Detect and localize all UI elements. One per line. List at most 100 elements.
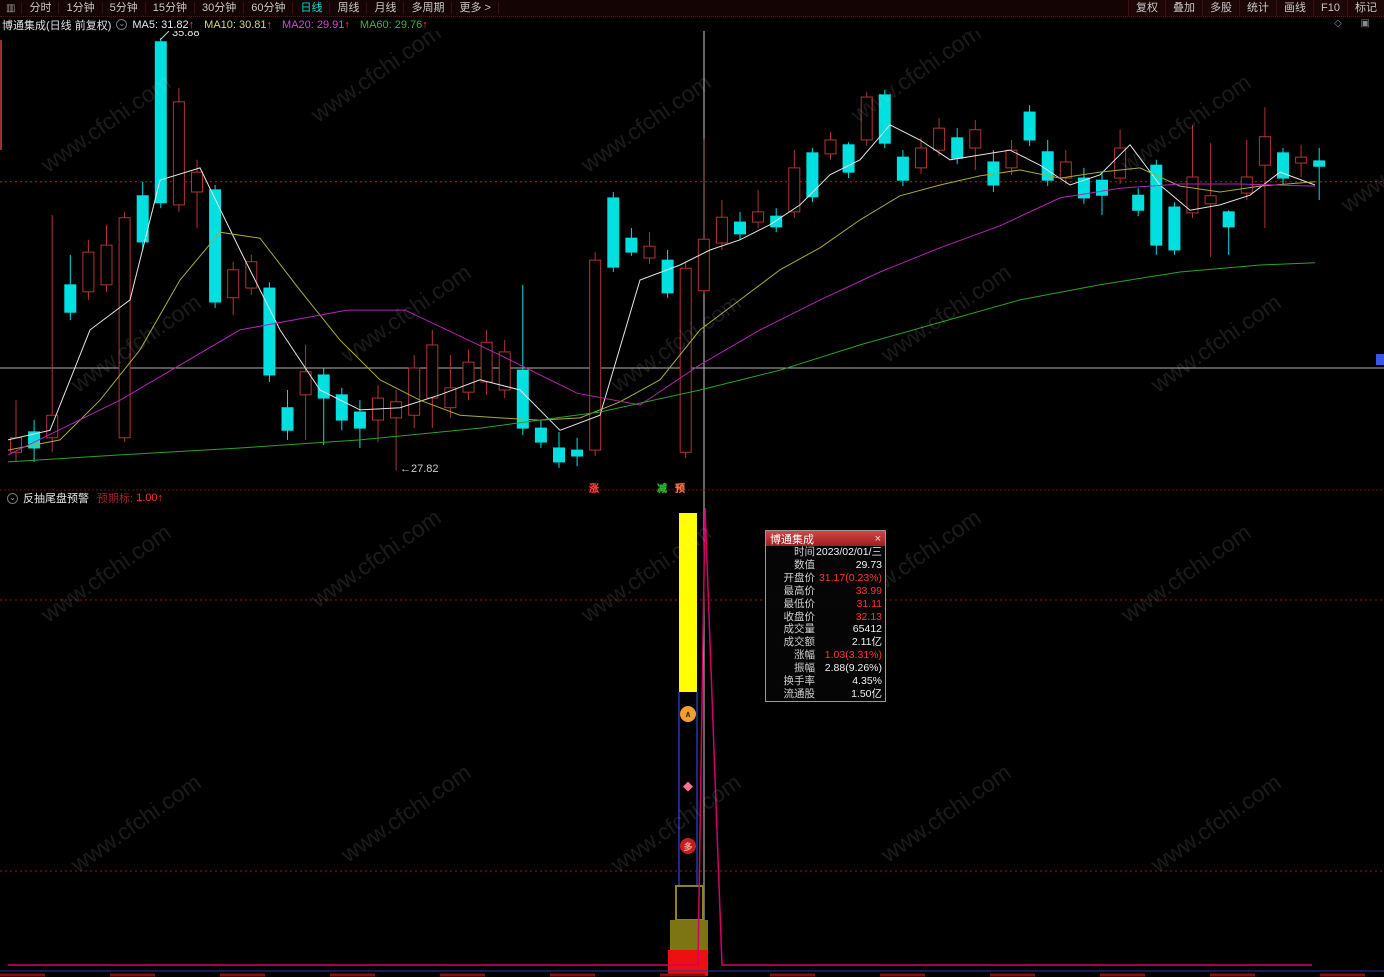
- candle-body[interactable]: [752, 211, 765, 223]
- quote-row-时间: 时间 2023/02/01/三: [766, 546, 885, 559]
- candle-body[interactable]: [516, 369, 529, 429]
- candle-body[interactable]: [1077, 177, 1090, 199]
- menu-item-60分钟[interactable]: 60分钟: [244, 2, 294, 14]
- menu-item-复权[interactable]: 复权: [1128, 0, 1166, 16]
- candle-body[interactable]: [860, 96, 873, 141]
- candle-body[interactable]: [118, 217, 131, 439]
- candle-body[interactable]: [806, 152, 819, 198]
- menu-item-多股[interactable]: 多股: [1202, 0, 1240, 16]
- candle-body[interactable]: [1150, 164, 1163, 246]
- ma-values: MA5: 31.82↑ MA10: 30.81↑ MA20: 29.91↑ MA60:…: [132, 19, 437, 31]
- menu-item-分时[interactable]: 分时: [22, 2, 60, 14]
- candle-body[interactable]: [191, 171, 203, 193]
- candle-body[interactable]: [589, 259, 602, 451]
- menu-item-标记[interactable]: 标记: [1347, 0, 1384, 16]
- candle-body[interactable]: [462, 361, 475, 393]
- window-icon[interactable]: ▥: [0, 2, 23, 14]
- candle-body[interactable]: [571, 449, 584, 457]
- candle-body[interactable]: [1186, 176, 1199, 214]
- collapse-icon[interactable]: ⌄: [116, 19, 128, 30]
- candle-body[interactable]: [299, 371, 312, 396]
- candle-body[interactable]: [1295, 156, 1308, 164]
- quote-popup-header[interactable]: 博通集成 ×: [766, 531, 885, 546]
- candle-body[interactable]: [969, 129, 982, 149]
- candle-body[interactable]: [553, 447, 565, 463]
- candle-body[interactable]: [842, 144, 855, 173]
- candle-body[interactable]: [896, 156, 909, 181]
- candle-body[interactable]: [317, 374, 330, 399]
- candle-body[interactable]: [263, 287, 276, 376]
- candle-body[interactable]: [1041, 151, 1054, 181]
- candle-body[interactable]: [1204, 195, 1217, 205]
- candle-body[interactable]: [335, 394, 348, 421]
- candle-body[interactable]: [878, 94, 891, 144]
- candle-body[interactable]: [715, 216, 728, 244]
- quote-popup[interactable]: 博通集成 × 时间 2023/02/01/三 数值 29.73 开盘价 31.17(0.2…: [765, 530, 886, 702]
- candle-body[interactable]: [1168, 206, 1181, 251]
- candle-body[interactable]: [1277, 152, 1289, 179]
- candle-body[interactable]: [661, 259, 674, 294]
- menu-item-多周期[interactable]: 多周期: [404, 2, 453, 14]
- candle-body[interactable]: [679, 267, 692, 453]
- candle-body[interactable]: [1005, 149, 1018, 169]
- candle-body[interactable]: [1023, 111, 1036, 141]
- candle-body[interactable]: [172, 101, 185, 206]
- menu-item-周线[interactable]: 周线: [330, 2, 368, 14]
- menu-item-30分钟[interactable]: 30分钟: [194, 2, 245, 14]
- candle-body[interactable]: [281, 407, 294, 431]
- quote-row-成交额: 成交额 2.11亿: [766, 636, 885, 649]
- menu-item-15分钟[interactable]: 15分钟: [145, 2, 195, 14]
- candle-body[interactable]: [64, 284, 77, 313]
- candle-body[interactable]: [643, 245, 656, 259]
- candle-body[interactable]: [1114, 147, 1127, 179]
- candle-body[interactable]: [788, 167, 801, 213]
- candle-body[interactable]: [10, 437, 22, 453]
- candle-body[interactable]: [100, 244, 113, 286]
- candle-body[interactable]: [498, 351, 511, 391]
- candle-body[interactable]: [1096, 179, 1108, 196]
- collapse-icon[interactable]: ⌄: [7, 492, 18, 504]
- candle-body[interactable]: [824, 139, 837, 155]
- candle-body[interactable]: [227, 269, 240, 299]
- candle-body[interactable]: [697, 238, 710, 292]
- candle-body[interactable]: [390, 401, 403, 419]
- candle-body[interactable]: [46, 414, 59, 439]
- candle-body[interactable]: [82, 251, 95, 293]
- candle-body[interactable]: [426, 344, 439, 399]
- candle-body[interactable]: [534, 427, 547, 443]
- menu-item-日线[interactable]: 日线: [293, 2, 331, 14]
- menu-item-叠加[interactable]: 叠加: [1165, 0, 1203, 16]
- candle-body[interactable]: [1222, 211, 1235, 228]
- candle-body[interactable]: [136, 195, 149, 243]
- candle-body[interactable]: [444, 387, 457, 409]
- menu-item-更多 >[interactable]: 更多 >: [452, 2, 499, 14]
- candle-body[interactable]: [1132, 194, 1145, 211]
- candle-body[interactable]: [353, 411, 366, 429]
- candle-body[interactable]: [1258, 136, 1271, 166]
- candle-body[interactable]: [1313, 160, 1326, 167]
- candle-body[interactable]: [154, 41, 167, 204]
- candle-body[interactable]: [915, 147, 927, 169]
- menu-item-统计[interactable]: 统计: [1239, 0, 1277, 16]
- candle-body[interactable]: [209, 189, 222, 303]
- candle-body[interactable]: [625, 237, 638, 253]
- menu-item-月线[interactable]: 月线: [367, 2, 405, 14]
- quote-label: 开盘价: [783, 571, 816, 584]
- candle-body[interactable]: [245, 261, 258, 289]
- menu-item-1分钟[interactable]: 1分钟: [59, 2, 103, 14]
- candle-body[interactable]: [1059, 161, 1072, 179]
- candle-body[interactable]: [770, 215, 783, 228]
- candle-body[interactable]: [933, 127, 946, 151]
- close-icon[interactable]: ×: [874, 532, 881, 545]
- menu-item-F10[interactable]: F10: [1313, 0, 1347, 16]
- menu-item-画线[interactable]: 画线: [1276, 0, 1314, 16]
- candle-body[interactable]: [1240, 176, 1253, 194]
- candle-body[interactable]: [734, 221, 746, 235]
- stock-title: 博通集成(日线 前复权): [2, 19, 112, 32]
- candle-body[interactable]: [607, 197, 620, 268]
- menu-item-5分钟[interactable]: 5分钟: [102, 2, 146, 14]
- corner-icons[interactable]: ◇ ▣: [1334, 18, 1378, 29]
- candle-body[interactable]: [951, 137, 964, 159]
- candle-body[interactable]: [408, 367, 421, 416]
